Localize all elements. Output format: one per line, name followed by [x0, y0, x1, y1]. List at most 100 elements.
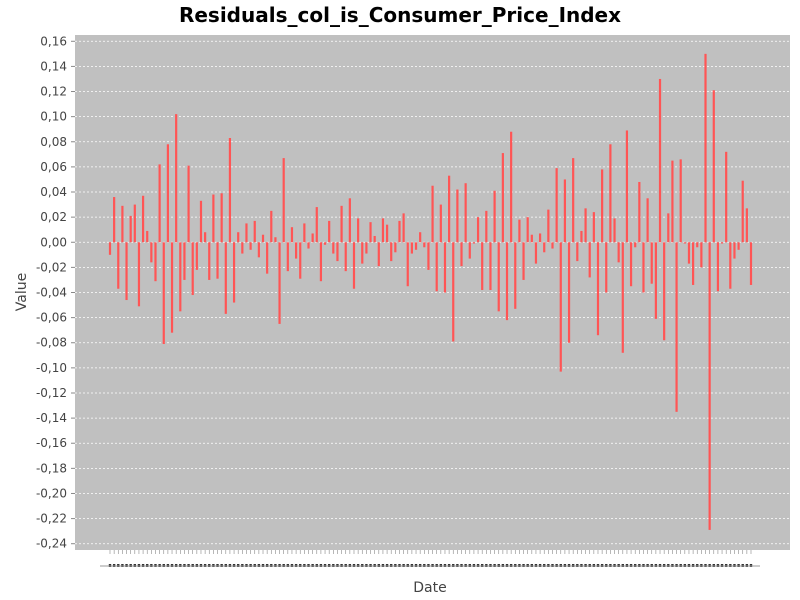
bar	[530, 234, 533, 243]
bar	[704, 53, 707, 243]
y-tick-label: -0,20	[36, 486, 67, 500]
bar	[692, 242, 695, 285]
bar	[212, 194, 215, 243]
bar	[361, 242, 364, 264]
y-tick-label: -0,10	[36, 361, 67, 375]
bar	[675, 242, 678, 412]
bar	[687, 242, 691, 264]
bar	[472, 242, 476, 244]
y-tick-label: -0,06	[36, 311, 67, 325]
bar	[187, 165, 190, 243]
bar	[733, 242, 736, 259]
bar	[253, 220, 256, 243]
bar	[303, 223, 306, 243]
y-tick-label: -0,18	[36, 461, 67, 475]
bar	[365, 242, 368, 254]
y-tick-label: -0,16	[36, 436, 67, 450]
x-axis-ticks	[108, 550, 753, 567]
bar	[716, 242, 720, 292]
bar	[290, 227, 294, 243]
bar	[654, 242, 657, 319]
bar	[596, 242, 600, 336]
y-tick-label: -0,24	[36, 537, 67, 551]
bar	[720, 242, 724, 244]
bar	[605, 242, 608, 293]
y-tick-label: 0,14	[40, 59, 67, 73]
bar	[526, 217, 529, 243]
bar	[166, 144, 169, 243]
bar	[551, 242, 554, 249]
bar	[299, 242, 302, 279]
bar	[274, 237, 277, 243]
bar	[282, 158, 285, 243]
bar	[133, 204, 136, 243]
bar	[634, 242, 637, 248]
y-tick-label: -0,22	[36, 512, 67, 526]
y-axis-ticks: 0,16 0,14 0,12 0,10 0,08 0,06 0,04 0,02 0,00 -0,0…	[36, 34, 75, 551]
bar	[336, 242, 339, 262]
y-tick-label: -0,12	[36, 386, 67, 400]
bar	[617, 242, 620, 263]
y-tick-label: -0,02	[36, 260, 67, 274]
bar	[216, 242, 219, 279]
y-tick-label: 0,08	[40, 135, 67, 149]
bar	[241, 242, 244, 254]
bar	[485, 210, 488, 243]
bar	[208, 242, 211, 280]
bar	[671, 160, 674, 243]
bar	[191, 242, 194, 296]
chart-title: Residuals_col_is_Consumer_Price_Index	[179, 3, 621, 27]
bar	[431, 185, 434, 243]
bar	[749, 242, 753, 285]
bar	[737, 242, 740, 250]
bar	[588, 242, 591, 278]
bar	[609, 144, 612, 243]
y-tick-label: 0,04	[40, 185, 67, 199]
bar	[125, 242, 128, 301]
bar	[435, 242, 438, 292]
bar	[344, 242, 347, 272]
y-tick-label: -0,04	[36, 286, 67, 300]
bar	[642, 242, 645, 293]
bar	[638, 181, 641, 243]
bar	[448, 175, 451, 243]
bar	[340, 205, 343, 243]
bar	[439, 204, 442, 243]
y-tick-label: 0,00	[40, 235, 67, 249]
bar	[195, 242, 198, 270]
bar	[555, 168, 558, 243]
bar	[493, 190, 496, 243]
bar	[373, 235, 376, 243]
bar	[121, 205, 124, 243]
bar	[625, 130, 629, 243]
bar	[398, 220, 401, 243]
bar	[311, 233, 314, 243]
bar	[410, 242, 413, 254]
bar	[307, 242, 310, 249]
bar	[443, 242, 447, 293]
bar	[741, 180, 744, 243]
bar	[319, 242, 323, 282]
bar	[646, 198, 649, 243]
bar	[725, 151, 728, 243]
bar	[348, 198, 351, 243]
bar	[323, 242, 327, 245]
bar	[663, 242, 666, 341]
bar	[501, 153, 504, 243]
bar	[179, 242, 182, 312]
bar	[538, 233, 542, 243]
bar	[514, 242, 517, 309]
bar	[402, 213, 405, 243]
bar-series	[108, 53, 753, 530]
bar	[377, 242, 380, 267]
bar	[629, 242, 633, 287]
y-tick-label: 0,10	[40, 110, 67, 124]
bar	[390, 242, 393, 262]
bar	[559, 242, 562, 372]
bar	[543, 242, 546, 253]
bar	[696, 242, 699, 248]
bar	[476, 217, 480, 243]
bar	[456, 189, 459, 243]
bar	[567, 242, 571, 343]
bar	[204, 232, 207, 243]
